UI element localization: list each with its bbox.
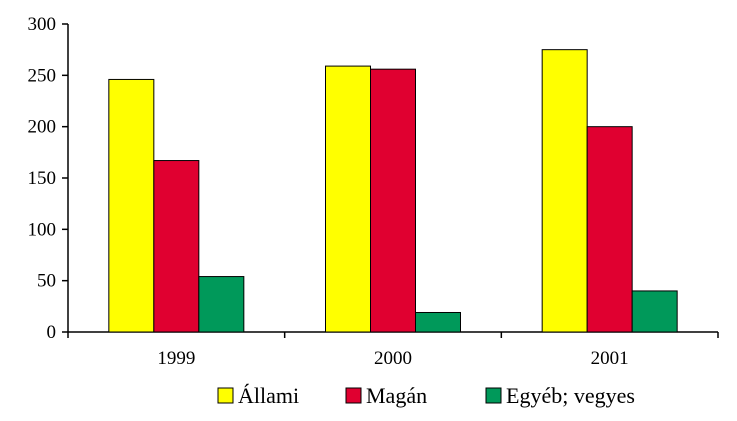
y-tick-label: 100 xyxy=(28,219,57,240)
bar-2000-series-2 xyxy=(370,68,416,333)
x-tick-label: 2001 xyxy=(591,348,629,369)
y-tick-label: 250 xyxy=(28,65,57,86)
x-tick-label: 1999 xyxy=(157,348,195,369)
bar-2001-series-1 xyxy=(541,49,588,333)
bar-2000-series-3 xyxy=(415,311,461,333)
bar-1999-series-3 xyxy=(198,276,245,333)
bar-1999-series-2 xyxy=(153,160,200,333)
legend: Állami Magán Egyéb; vegyes xyxy=(217,383,635,408)
y-tick-label: 150 xyxy=(28,168,57,189)
bars xyxy=(108,49,678,333)
y-tick-label: 300 xyxy=(28,14,57,35)
bar-2001-series-2 xyxy=(586,126,633,333)
legend-swatch xyxy=(345,387,362,404)
x-axis: 1999 2000 2001 xyxy=(67,331,719,369)
bar-2001-series-3 xyxy=(631,290,678,333)
y-axis: 0 50 100 150 200 250 300 xyxy=(28,14,69,343)
legend-label: Egyéb; vegyes xyxy=(506,383,635,408)
legend-label: Magán xyxy=(366,383,427,408)
legend-label: Állami xyxy=(238,383,299,408)
y-tick-label: 0 xyxy=(47,322,57,343)
bar-1999-series-1 xyxy=(108,78,155,333)
legend-swatch xyxy=(485,387,502,404)
bar-2000-series-1 xyxy=(325,65,371,333)
x-tick-label: 2000 xyxy=(374,348,412,369)
y-tick-label: 200 xyxy=(28,117,57,138)
y-tick-label: 50 xyxy=(37,271,56,292)
legend-swatch xyxy=(217,387,234,404)
